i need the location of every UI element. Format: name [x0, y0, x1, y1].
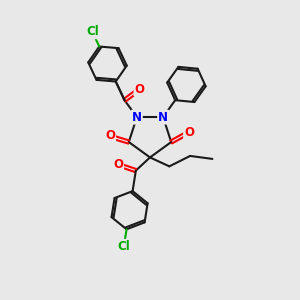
Text: O: O: [113, 158, 123, 171]
Text: O: O: [105, 129, 115, 142]
Text: Cl: Cl: [86, 25, 99, 38]
Text: N: N: [132, 111, 142, 124]
Text: Cl: Cl: [118, 240, 130, 253]
Text: O: O: [134, 82, 145, 95]
Text: N: N: [158, 111, 168, 124]
Text: O: O: [184, 126, 194, 139]
